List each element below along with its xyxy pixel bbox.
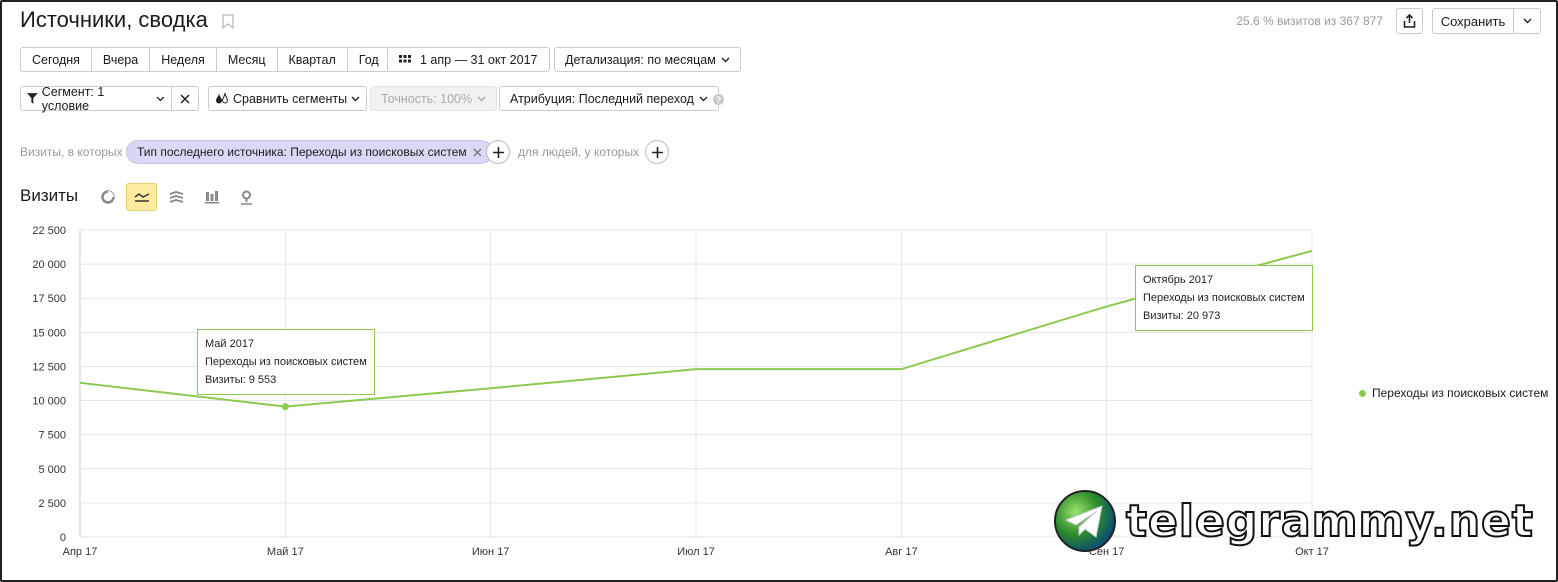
bookmark-icon[interactable] bbox=[222, 14, 234, 29]
period-month-button[interactable]: Месяц bbox=[215, 47, 278, 72]
telegram-logo-icon bbox=[1054, 490, 1116, 552]
x-tick-label: Июл 17 bbox=[677, 546, 715, 558]
tooltip-series: Переходы из поисковых систем bbox=[1143, 292, 1305, 304]
compare-icon bbox=[216, 93, 229, 104]
attribution-dropdown[interactable]: Атрибуция: Последний переход bbox=[499, 86, 719, 111]
detail-label: Детализация: по месяцам bbox=[565, 52, 716, 67]
segment-dropdown[interactable]: Сегмент: 1 условие bbox=[20, 84, 172, 113]
compare-segments-dropdown[interactable]: Сравнить сегменты bbox=[208, 86, 368, 111]
y-tick-label: 10 000 bbox=[32, 396, 66, 408]
tooltip-value: Визиты: 20 973 bbox=[1143, 310, 1221, 322]
legend-dot bbox=[1359, 389, 1366, 397]
help-icon[interactable]: ? bbox=[713, 94, 724, 105]
segment-label: Сегмент: 1 условие bbox=[41, 84, 105, 113]
map-view-button[interactable] bbox=[231, 183, 262, 211]
chart-section-title: Визиты bbox=[20, 186, 79, 205]
save-button[interactable]: Сохранить bbox=[1433, 9, 1514, 33]
tooltip-title: Октябрь 2017 bbox=[1143, 274, 1214, 286]
y-tick-label: 15 000 bbox=[32, 327, 66, 339]
filter-chip-label: Тип последнего источника: Переходы из по… bbox=[137, 145, 467, 159]
watermark: telegrammy.net bbox=[1052, 488, 1534, 554]
chevron-down-icon bbox=[699, 96, 708, 101]
period-year-button[interactable]: Год bbox=[346, 47, 391, 72]
y-tick-label: 17 500 bbox=[32, 293, 66, 305]
y-tick-label: 22 500 bbox=[32, 225, 66, 237]
map-pin-icon bbox=[241, 190, 252, 205]
watermark-text: telegrammy.net bbox=[1125, 495, 1534, 548]
x-tick-label: Май 17 bbox=[267, 546, 304, 558]
plus-icon bbox=[492, 146, 504, 158]
y-tick-label: 0 bbox=[60, 532, 66, 544]
date-range-label: 1 апр — 31 окт 2017 bbox=[420, 52, 538, 67]
add-visit-condition-button[interactable] bbox=[486, 140, 510, 164]
y-tick-label: 12 500 bbox=[32, 361, 66, 373]
x-tick-label: Апр 17 bbox=[63, 546, 98, 558]
tooltip-value: Визиты: 9 553 bbox=[205, 374, 277, 386]
pie-chart-view-button[interactable] bbox=[92, 183, 123, 211]
pie-chart-icon bbox=[100, 190, 115, 204]
x-tick-label: Авг 17 bbox=[885, 546, 917, 558]
detail-dropdown[interactable]: Детализация: по месяцам bbox=[554, 47, 741, 72]
chevron-down-icon bbox=[351, 96, 360, 101]
chart-tooltip-may: Май 2017 Переходы из поисковых систем Ви… bbox=[197, 329, 375, 395]
date-range-button[interactable]: 1 апр — 31 окт 2017 bbox=[387, 47, 550, 72]
calendar-icon bbox=[399, 54, 411, 62]
close-icon[interactable] bbox=[473, 148, 482, 157]
area-chart-view-button[interactable] bbox=[161, 183, 192, 211]
chevron-down-icon bbox=[477, 96, 486, 101]
share-button[interactable] bbox=[1396, 8, 1423, 34]
area-chart-icon bbox=[169, 191, 184, 203]
page-title: Источники, сводка bbox=[20, 7, 208, 32]
share-icon bbox=[1403, 14, 1416, 28]
x-tick-label: Окт 17 bbox=[1295, 546, 1329, 558]
add-people-condition-button[interactable] bbox=[645, 140, 669, 164]
bar-chart-view-button[interactable] bbox=[196, 183, 227, 211]
period-quarter-button[interactable]: Квартал bbox=[276, 47, 348, 72]
y-tick-label: 5 000 bbox=[38, 464, 66, 476]
line-chart-icon bbox=[134, 193, 149, 202]
x-tick-label: Июн 17 bbox=[472, 546, 510, 558]
period-today-button[interactable]: Сегодня bbox=[20, 47, 92, 72]
filter-prefix-label: Визиты, в которых bbox=[20, 145, 123, 159]
legend-label: Переходы из поисковых систем bbox=[1372, 386, 1549, 400]
line-chart-view-button[interactable] bbox=[126, 183, 157, 211]
chevron-down-icon bbox=[156, 96, 165, 101]
attribution-label: Атрибуция: Последний переход bbox=[510, 91, 694, 106]
accuracy-label: Точность: 100% bbox=[381, 91, 473, 106]
visits-summary: 25.6 % визитов из 367 877 bbox=[1236, 14, 1383, 28]
chart-tooltip-october: Октябрь 2017 Переходы из поисковых систе… bbox=[1135, 265, 1313, 331]
period-selector: Сегодня Вчера Неделя Месяц Квартал Год bbox=[20, 47, 391, 72]
filter-people-label: для людей, у которых bbox=[518, 145, 640, 159]
bar-chart-icon bbox=[204, 190, 219, 203]
y-tick-label: 20 000 bbox=[32, 259, 66, 271]
filter-icon bbox=[27, 93, 38, 104]
y-tick-label: 7 500 bbox=[38, 430, 66, 442]
y-tick-label: 2 500 bbox=[38, 498, 66, 510]
tooltip-title: Май 2017 bbox=[205, 338, 255, 350]
clear-segment-button[interactable] bbox=[171, 86, 199, 111]
plus-icon bbox=[651, 146, 663, 158]
period-yesterday-button[interactable]: Вчера bbox=[90, 47, 151, 72]
compare-label: Сравнить сегменты bbox=[233, 91, 348, 106]
filter-chip[interactable]: Тип последнего источника: Переходы из по… bbox=[126, 140, 493, 164]
data-point bbox=[281, 403, 289, 411]
close-icon bbox=[180, 93, 190, 104]
save-button-group[interactable]: Сохранить bbox=[1432, 8, 1541, 34]
save-dropdown-button[interactable] bbox=[1514, 9, 1540, 33]
accuracy-dropdown[interactable]: Точность: 100% bbox=[370, 86, 498, 111]
chevron-down-icon bbox=[1523, 18, 1531, 24]
period-week-button[interactable]: Неделя bbox=[149, 47, 217, 72]
chart-legend[interactable]: Переходы из поисковых систем bbox=[1359, 386, 1548, 400]
chevron-down-icon bbox=[721, 57, 730, 62]
tooltip-series: Переходы из поисковых систем bbox=[205, 356, 367, 368]
